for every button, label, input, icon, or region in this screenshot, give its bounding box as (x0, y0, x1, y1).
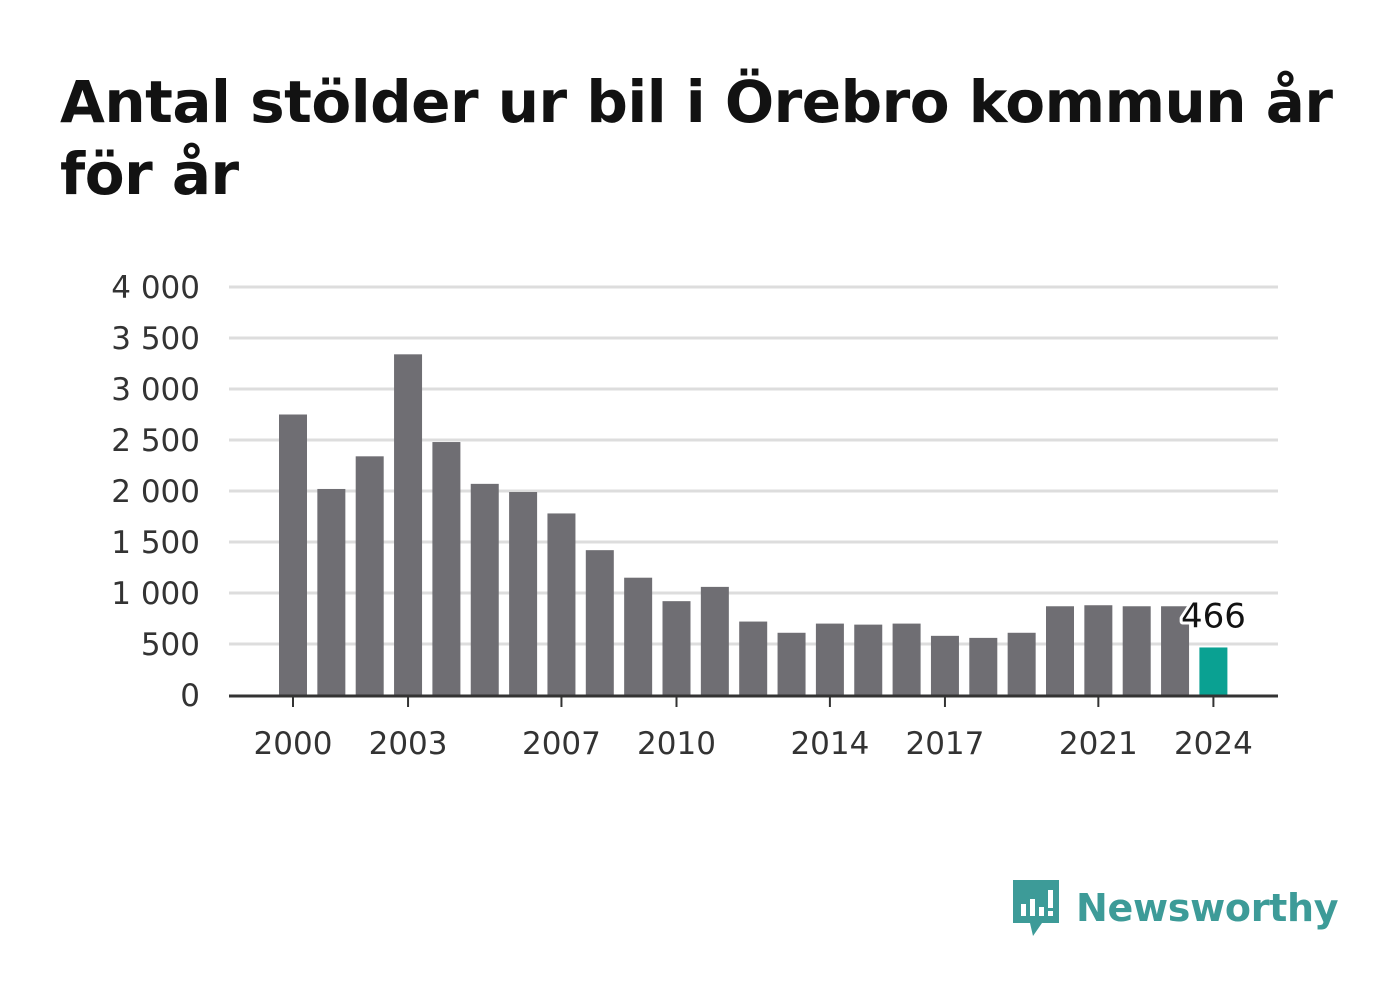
bar-2006 (509, 492, 538, 695)
bar-2008 (585, 550, 614, 695)
bar-2014 (815, 623, 844, 695)
bar-2013 (777, 632, 806, 695)
bar-2020 (1046, 606, 1074, 695)
bar-2011 (700, 586, 729, 695)
x-tick-label: 2010 (637, 726, 716, 762)
data-labels: 466 (1178, 593, 1249, 639)
x-tick-label: 2021 (1059, 726, 1138, 762)
y-axis-ticks: 0 500 1 000 1 500 2 000 2 500 3 000 3 500 4 000 (111, 270, 200, 714)
newsworthy-logo-icon (1013, 880, 1059, 936)
y-tick-label: 3 500 (111, 321, 200, 357)
y-tick-label: 1 500 (111, 525, 200, 561)
bar-2017 (930, 635, 959, 695)
bar-2024 (1199, 647, 1228, 695)
x-tick-label: 2000 (254, 726, 333, 762)
y-tick-label: 500 (141, 627, 200, 663)
x-axis-ticks: 2000 2003 2007 2010 2014 2017 2021 2024 (254, 696, 1253, 762)
bars (279, 354, 1228, 695)
bar-2004 (432, 442, 461, 695)
bar-2000 (279, 414, 307, 695)
x-tick-label: 2017 (905, 726, 984, 762)
x-tick-label: 2003 (369, 726, 448, 762)
x-tick-label: 2024 (1174, 726, 1253, 762)
y-tick-label: 3 000 (111, 372, 200, 408)
chart-title: Antal stölder ur bil i Örebro kommun år … (60, 68, 1333, 208)
bar-2023 (1161, 606, 1190, 695)
data-label-2024: 466 (1181, 596, 1246, 636)
brand-name: Newsworthy (1076, 886, 1339, 930)
bar-2002 (355, 456, 384, 695)
bar-2010 (662, 601, 691, 695)
y-tick-label: 2 000 (111, 474, 200, 510)
bar-2005 (470, 483, 499, 695)
bar-2001 (317, 488, 346, 695)
bar-2018 (969, 637, 998, 695)
bar-2003 (394, 354, 423, 695)
x-tick-label: 2007 (522, 726, 601, 762)
bar-2009 (624, 577, 653, 695)
y-tick-label: 2 500 (111, 423, 200, 459)
bar-2016 (892, 623, 921, 695)
bar-2022 (1122, 606, 1151, 695)
bar-2015 (854, 624, 883, 695)
bar-2007 (547, 513, 576, 695)
y-tick-label: 4 000 (111, 270, 200, 306)
brand-logo: Newsworthy (1010, 876, 1339, 940)
y-tick-label: 0 (180, 678, 200, 714)
bar-2012 (739, 621, 768, 695)
y-tick-label: 1 000 (111, 576, 200, 612)
bar-2021 (1084, 605, 1113, 695)
x-tick-label: 2014 (790, 726, 869, 762)
bar-2019 (1007, 632, 1036, 695)
grid-lines (229, 285, 1278, 646)
